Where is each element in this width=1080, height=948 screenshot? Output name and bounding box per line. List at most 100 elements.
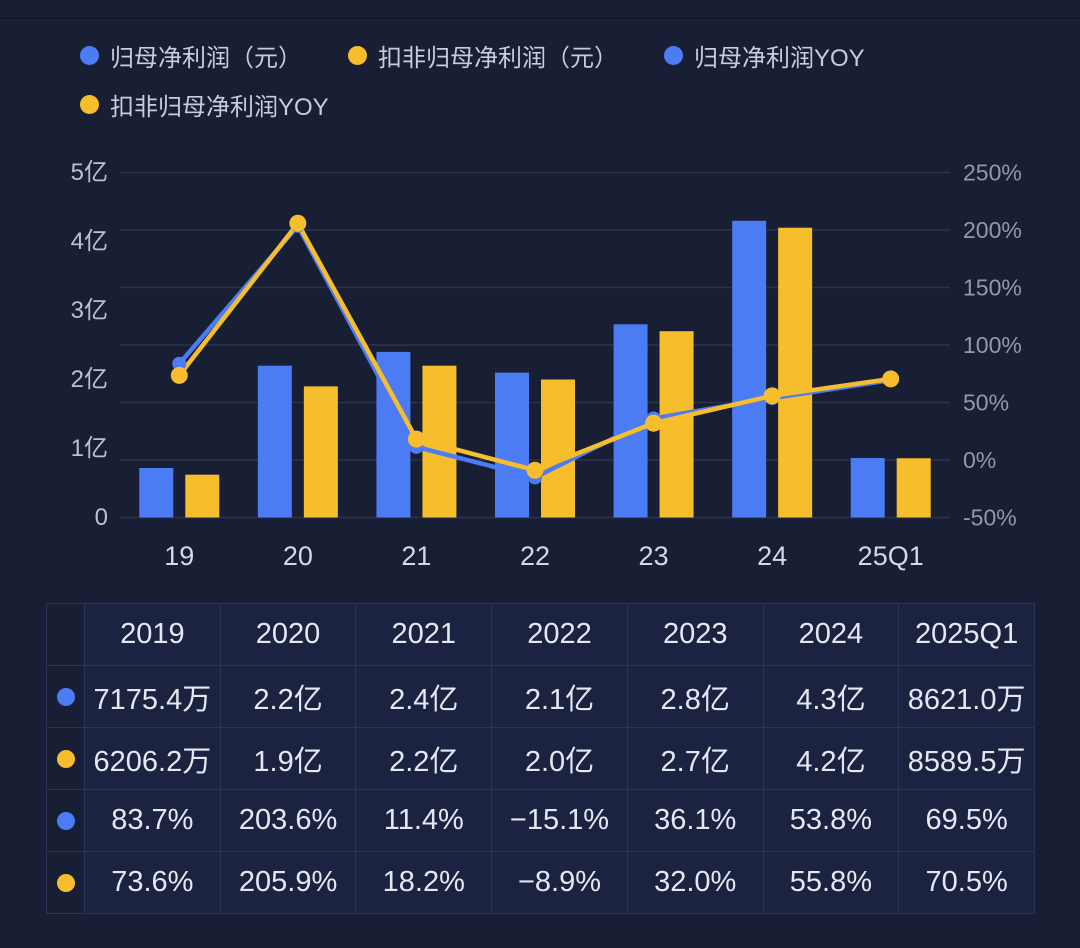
legend-item-net-profit-yoy[interactable]: 归母净利润YOY [664,38,865,73]
table-row-dot-cell [47,666,85,728]
legend-label: 扣非归母净利润（元） [378,44,618,72]
series-dot-icon [56,687,75,706]
right-axis-tick: -50% [963,505,1017,531]
table-cell: 8589.5万 [899,728,1035,790]
table-cell: 2.1亿 [492,666,628,728]
left-axis-tick: 5亿 [71,159,108,186]
bar-22 [541,379,575,518]
table-cell: 70.5% [899,852,1035,914]
table-cell: 2.2亿 [356,728,493,790]
table-cell: 8621.0万 [899,666,1035,728]
table-cell: 55.8% [763,852,900,914]
bar-25Q1 [850,458,885,518]
right-axis-tick: 50% [963,390,1009,416]
right-axis-tick: 250% [963,160,1022,186]
left-axis-tick: 0 [95,504,108,531]
line-marker [526,461,544,479]
table-cell: 18.2% [356,852,493,914]
x-axis-label: 24 [757,541,787,571]
legend-row-2: 扣非归母净利润YOY [80,87,1020,122]
series-dot-icon [56,749,75,768]
left-axis-tick: 4亿 [71,228,108,255]
x-axis-label: 21 [401,541,431,571]
table-cell: 83.7% [85,790,221,852]
line-marker [882,370,900,388]
x-axis-label: 25Q1 [858,541,924,571]
legend-label: 归母净利润（元） [110,44,302,72]
legend-dot-blue-icon [80,45,99,65]
table-header-cell: 2022 [492,604,628,666]
table-cell: 2.4亿 [356,666,493,728]
top-seam [0,17,1080,19]
legend-item-deducted-net-profit[interactable]: 扣非归母净利润（元） [348,38,618,73]
table-cell: 1.9亿 [220,728,357,790]
x-axis-label: 19 [164,541,194,571]
left-axis-tick: 3亿 [71,297,108,324]
table-cell: 2.7亿 [627,728,764,790]
bar-25Q1 [896,458,931,518]
table-cell: 69.5% [899,790,1035,852]
line-marker [645,414,663,432]
legend-dot-blue-icon [664,45,683,65]
series-dot-icon [56,811,75,830]
bar-23 [613,324,648,518]
series-dot-icon [56,873,75,892]
table-cell: −8.9% [492,852,628,914]
legend-label: 扣非归母净利润YOY [110,93,329,121]
left-axis-tick: 1亿 [71,435,108,462]
bar-19 [185,474,220,518]
legend-dot-yellow-icon [348,45,367,65]
table-cell: 4.2亿 [763,728,900,790]
line-marker [170,366,188,384]
profit-chart: 5亿 4亿 3亿 2亿 1亿 0 250% 200% 150% 100% 50% 0% -50% 19 20… [71,159,1022,571]
table-header-cell: 2023 [627,604,764,666]
left-axis-tick: 2亿 [71,366,108,393]
right-axis-tick: 200% [963,217,1022,243]
bar-24 [778,227,813,518]
right-axis-tick: 0% [963,447,996,473]
table-cell: 11.4% [356,790,493,852]
table-cell: 4.3亿 [763,666,900,728]
bar-23 [659,331,694,518]
table-corner-cell [47,604,85,666]
table-row-dot-cell [47,728,85,790]
table-cell: 6206.2万 [85,728,221,790]
table-cell: 7175.4万 [85,666,221,728]
chart-legend: 归母净利润（元） 扣非归母净利润（元） 归母净利润YOY 扣非归母净利润YOY [80,38,1020,122]
right-axis-tick: 100% [963,332,1022,358]
financial-data-table: 2019 2020 2021 2022 2023 2024 2025Q1 7175.4万 2.2… [46,603,1035,914]
table-cell: 2.2亿 [220,666,357,728]
table-header-cell: 2021 [356,604,493,666]
legend-item-deducted-net-profit-yoy[interactable]: 扣非归母净利润YOY [80,87,329,122]
legend-item-net-profit[interactable]: 归母净利润（元） [80,38,302,73]
table-header-cell: 2019 [85,604,221,666]
table-cell: 205.9% [220,852,357,914]
table-row-dot-cell [47,790,85,852]
bar-22 [495,372,529,518]
legend-dot-yellow-icon [80,94,99,114]
bar-20 [257,365,292,518]
line-marker [407,430,425,448]
bar-20 [303,386,338,518]
table-header-cell: 2024 [763,604,900,666]
table-row-dot-cell [47,852,85,914]
table-cell: −15.1% [492,790,628,852]
bar-19 [139,467,174,518]
table-cell: 36.1% [627,790,764,852]
x-axis-label: 23 [639,541,669,571]
table-cell: 73.6% [85,852,221,914]
table-cell: 2.8亿 [627,666,764,728]
right-axis-tick: 150% [963,275,1022,301]
line-marker [172,356,187,371]
table-header-cell: 2025Q1 [899,604,1035,666]
table-cell: 203.6% [220,790,357,852]
legend-row-1: 归母净利润（元） 扣非归母净利润（元） 归母净利润YOY [80,38,1020,73]
line-marker [289,214,307,232]
x-axis-label: 22 [520,541,550,571]
table-cell: 32.0% [627,852,764,914]
table-cell: 53.8% [763,790,900,852]
table-header-cell: 2020 [220,604,357,666]
bar-24 [732,220,767,518]
x-axis-label: 20 [283,541,313,571]
